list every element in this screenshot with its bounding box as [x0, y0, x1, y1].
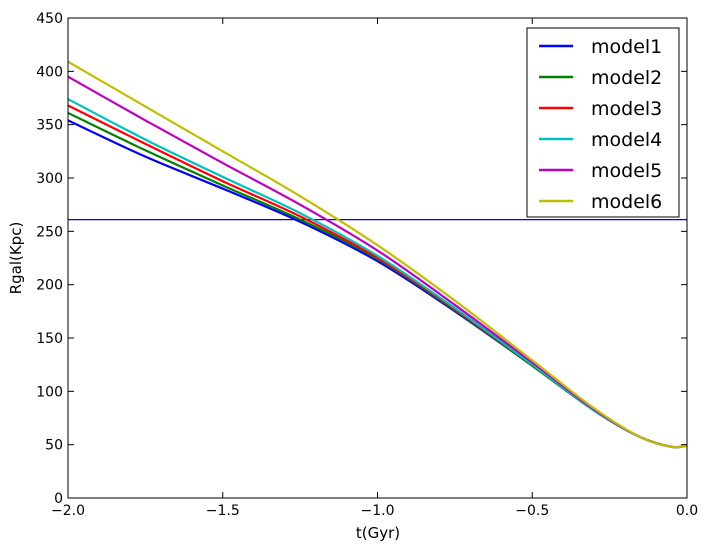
y-tick-label: 350	[36, 118, 63, 134]
legend: model1 model2 model3 model4 model5 model6	[526, 27, 680, 218]
y-tick-label: 100	[36, 384, 63, 400]
legend-label-model2: model2	[591, 67, 662, 89]
x-tick-label: −1.5	[206, 503, 240, 519]
plot-lines	[67, 60, 688, 449]
y-tick-label: 200	[36, 278, 63, 294]
x-tick-label: −0.5	[515, 503, 549, 519]
x-tick-label: 0.0	[676, 503, 698, 519]
y-tick-label: 450	[36, 11, 63, 27]
y-tick-label: 150	[36, 331, 63, 347]
y-tick-label: 400	[36, 64, 63, 80]
series-line-model6	[67, 60, 688, 449]
y-tick-label: 50	[45, 438, 63, 454]
y-tick-label: 250	[36, 224, 63, 240]
x-tick-label: −2.0	[51, 503, 85, 519]
legend-label-model5: model5	[591, 160, 662, 182]
y-axis-label: Rgal(Kpc)	[7, 222, 25, 295]
x-axis-label: t(Gyr)	[356, 524, 400, 542]
legend-label-model6: model6	[591, 191, 662, 213]
x-tick-label: −1.0	[361, 503, 395, 519]
legend-box	[526, 27, 680, 218]
y-tick-label: 0	[54, 491, 63, 507]
legend-label-model1: model1	[591, 36, 662, 58]
legend-label-model3: model3	[591, 98, 662, 120]
axes: −2.0 −1.5 −1.0 −0.5 0.0 0 50 100 150 200 250 300 350…	[36, 11, 698, 519]
legend-label-model4: model4	[591, 129, 662, 151]
y-tick-label: 300	[36, 171, 63, 187]
